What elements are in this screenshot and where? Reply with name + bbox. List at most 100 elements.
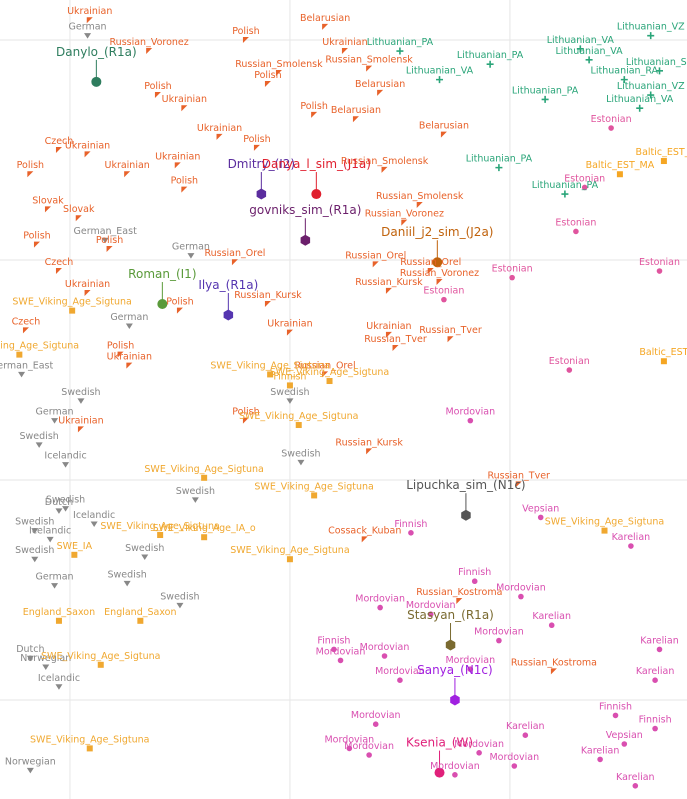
point bbox=[286, 329, 293, 336]
point bbox=[44, 206, 51, 213]
point-label: Russian_Voronez bbox=[365, 209, 444, 220]
point-label: SWE_Viking_Age_Sigtuna bbox=[545, 517, 664, 528]
point-label: Mordovian bbox=[344, 741, 394, 752]
point-label: Karelian bbox=[612, 532, 651, 543]
point bbox=[191, 497, 199, 503]
point bbox=[427, 611, 434, 618]
point bbox=[585, 56, 593, 64]
point bbox=[141, 554, 149, 561]
point bbox=[392, 345, 399, 352]
point-label: Lithuanian_PA bbox=[466, 154, 533, 165]
point-label: Karelian bbox=[532, 611, 571, 622]
point-label: Lithuanian_RA bbox=[591, 66, 659, 77]
point bbox=[51, 583, 59, 589]
point bbox=[427, 268, 434, 275]
point bbox=[201, 474, 208, 481]
point bbox=[361, 536, 368, 543]
point bbox=[146, 48, 153, 55]
labels: UkrainianPolishRussian_VoronezBelarusian… bbox=[0, 6, 687, 783]
point-label: Russian_Kostroma bbox=[416, 587, 502, 598]
point-label: Icelandic bbox=[29, 525, 71, 536]
point-label: Mordovian bbox=[454, 739, 504, 750]
point bbox=[125, 323, 133, 330]
point bbox=[366, 752, 372, 758]
point bbox=[522, 732, 529, 739]
point bbox=[518, 593, 524, 600]
point bbox=[174, 162, 181, 169]
point-label: Estonian bbox=[639, 257, 680, 268]
point bbox=[123, 580, 131, 587]
point bbox=[381, 653, 388, 659]
point bbox=[337, 657, 344, 664]
point-label: Slovak bbox=[63, 204, 95, 215]
point bbox=[656, 646, 663, 653]
point-label: Dutch bbox=[45, 497, 73, 508]
point bbox=[401, 219, 408, 226]
point bbox=[223, 309, 234, 321]
point bbox=[253, 144, 260, 151]
point-label: Lithuanian_VA bbox=[547, 35, 615, 46]
point bbox=[27, 171, 34, 178]
point bbox=[467, 666, 474, 673]
point bbox=[616, 171, 623, 178]
point-label: Norwegian bbox=[20, 653, 71, 664]
point bbox=[77, 426, 84, 433]
point bbox=[242, 37, 249, 44]
point bbox=[55, 684, 63, 690]
point-label: Finnish bbox=[639, 715, 672, 726]
point-label: Russian_Voronez bbox=[400, 268, 479, 279]
point bbox=[576, 45, 584, 53]
point-label: Swedish bbox=[160, 591, 199, 602]
point bbox=[16, 351, 23, 358]
point bbox=[181, 105, 188, 112]
point bbox=[157, 532, 164, 539]
point-label: Ukrainian bbox=[322, 37, 367, 48]
point bbox=[397, 677, 403, 684]
point-label: Finnish bbox=[599, 701, 632, 712]
point bbox=[101, 237, 109, 244]
point bbox=[381, 166, 388, 173]
point-label: Russian_Orel bbox=[204, 248, 265, 259]
point bbox=[154, 92, 161, 99]
point bbox=[201, 534, 208, 541]
point-label: Ukrainian bbox=[155, 151, 200, 162]
point bbox=[26, 767, 34, 774]
point bbox=[311, 111, 318, 118]
point bbox=[660, 358, 667, 365]
point bbox=[372, 721, 379, 728]
point bbox=[322, 23, 329, 30]
point-label: Polish bbox=[254, 70, 281, 81]
point bbox=[137, 617, 144, 624]
point bbox=[652, 725, 658, 732]
point bbox=[573, 228, 579, 235]
point bbox=[621, 741, 628, 747]
point-label: Ukrainian bbox=[107, 352, 152, 363]
point-label: Russian_Kursk bbox=[335, 437, 403, 448]
point bbox=[441, 296, 447, 303]
point-label: SWE_IA bbox=[57, 541, 93, 552]
point-label: Mordovian bbox=[375, 666, 425, 677]
point-label: SWE_Viking_Age_Sigtuna bbox=[100, 521, 219, 532]
point-label: Baltic_EST_I bbox=[636, 147, 687, 158]
point-label: Polish bbox=[171, 176, 198, 187]
point-label: Czech bbox=[45, 136, 74, 147]
point bbox=[231, 259, 238, 266]
point bbox=[515, 481, 522, 488]
point-label: Mordovian bbox=[496, 583, 546, 594]
point bbox=[346, 745, 353, 752]
point-label: German bbox=[36, 572, 74, 583]
point bbox=[71, 551, 78, 558]
point bbox=[581, 184, 588, 191]
point bbox=[322, 371, 329, 378]
point-label: Lithuanian_PA bbox=[457, 50, 524, 61]
point-label: Dmitry_(I2) bbox=[228, 157, 296, 171]
point bbox=[55, 508, 63, 514]
point-label: Estonian bbox=[591, 114, 632, 125]
point-label: Mordovian bbox=[430, 761, 480, 772]
point bbox=[256, 188, 267, 200]
point bbox=[495, 164, 503, 172]
point bbox=[341, 48, 348, 55]
point bbox=[647, 91, 655, 99]
point-label: Finnish bbox=[317, 635, 350, 646]
point bbox=[90, 521, 98, 528]
